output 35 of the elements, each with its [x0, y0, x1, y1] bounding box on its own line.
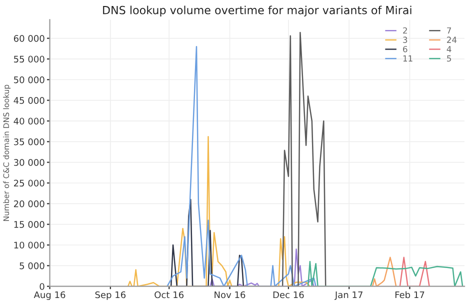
line-series: [372, 256, 397, 286]
legend-label: 2: [403, 27, 407, 34]
legend-label: 6: [403, 46, 408, 52]
legend-label: 4: [446, 46, 452, 52]
x-tick-label: Jan 17: [334, 291, 362, 300]
line-series: [127, 136, 311, 286]
legend-label: 3: [403, 36, 408, 43]
y-tick-label: 25 000: [14, 180, 44, 187]
line-series: [166, 46, 316, 286]
y-tick-label: 5 000: [20, 262, 44, 270]
y-tick-label: 30 000: [14, 159, 44, 166]
legend-label: 11: [403, 55, 412, 62]
y-tick-label: 15 000: [14, 221, 44, 228]
y-tick-label: 20 000: [14, 200, 44, 208]
x-tick-label: Aug 16: [34, 291, 66, 300]
chart-title: DNS lookup volume overtime for major variants of Mirai: [103, 6, 412, 16]
legend-label: 24: [447, 36, 457, 43]
legend-label: 7: [447, 27, 452, 34]
line-series: [282, 32, 326, 286]
y-tick-label: 45 000: [14, 97, 44, 104]
x-tick-label: Feb 17: [395, 291, 424, 298]
y-tick-label: 50 000: [14, 76, 44, 84]
y-tick-label: 55 000: [14, 56, 44, 63]
x-tick-label: Dec 16: [273, 291, 304, 298]
y-tick-label: 60 000: [14, 35, 44, 42]
y-tick-label: 35 000: [14, 138, 44, 146]
y-tick-label: 40 000: [14, 118, 44, 125]
x-tick-label: Oct 16: [154, 291, 184, 298]
y-tick-label: 0: [40, 283, 44, 290]
line-series: [307, 260, 464, 286]
legend-label: 5: [447, 55, 451, 62]
y-tick-label: 10 000: [14, 242, 44, 249]
x-tick-label: Nov 16: [214, 291, 246, 298]
x-tick-label: Sep 16: [95, 291, 126, 300]
line-series: [170, 198, 244, 286]
